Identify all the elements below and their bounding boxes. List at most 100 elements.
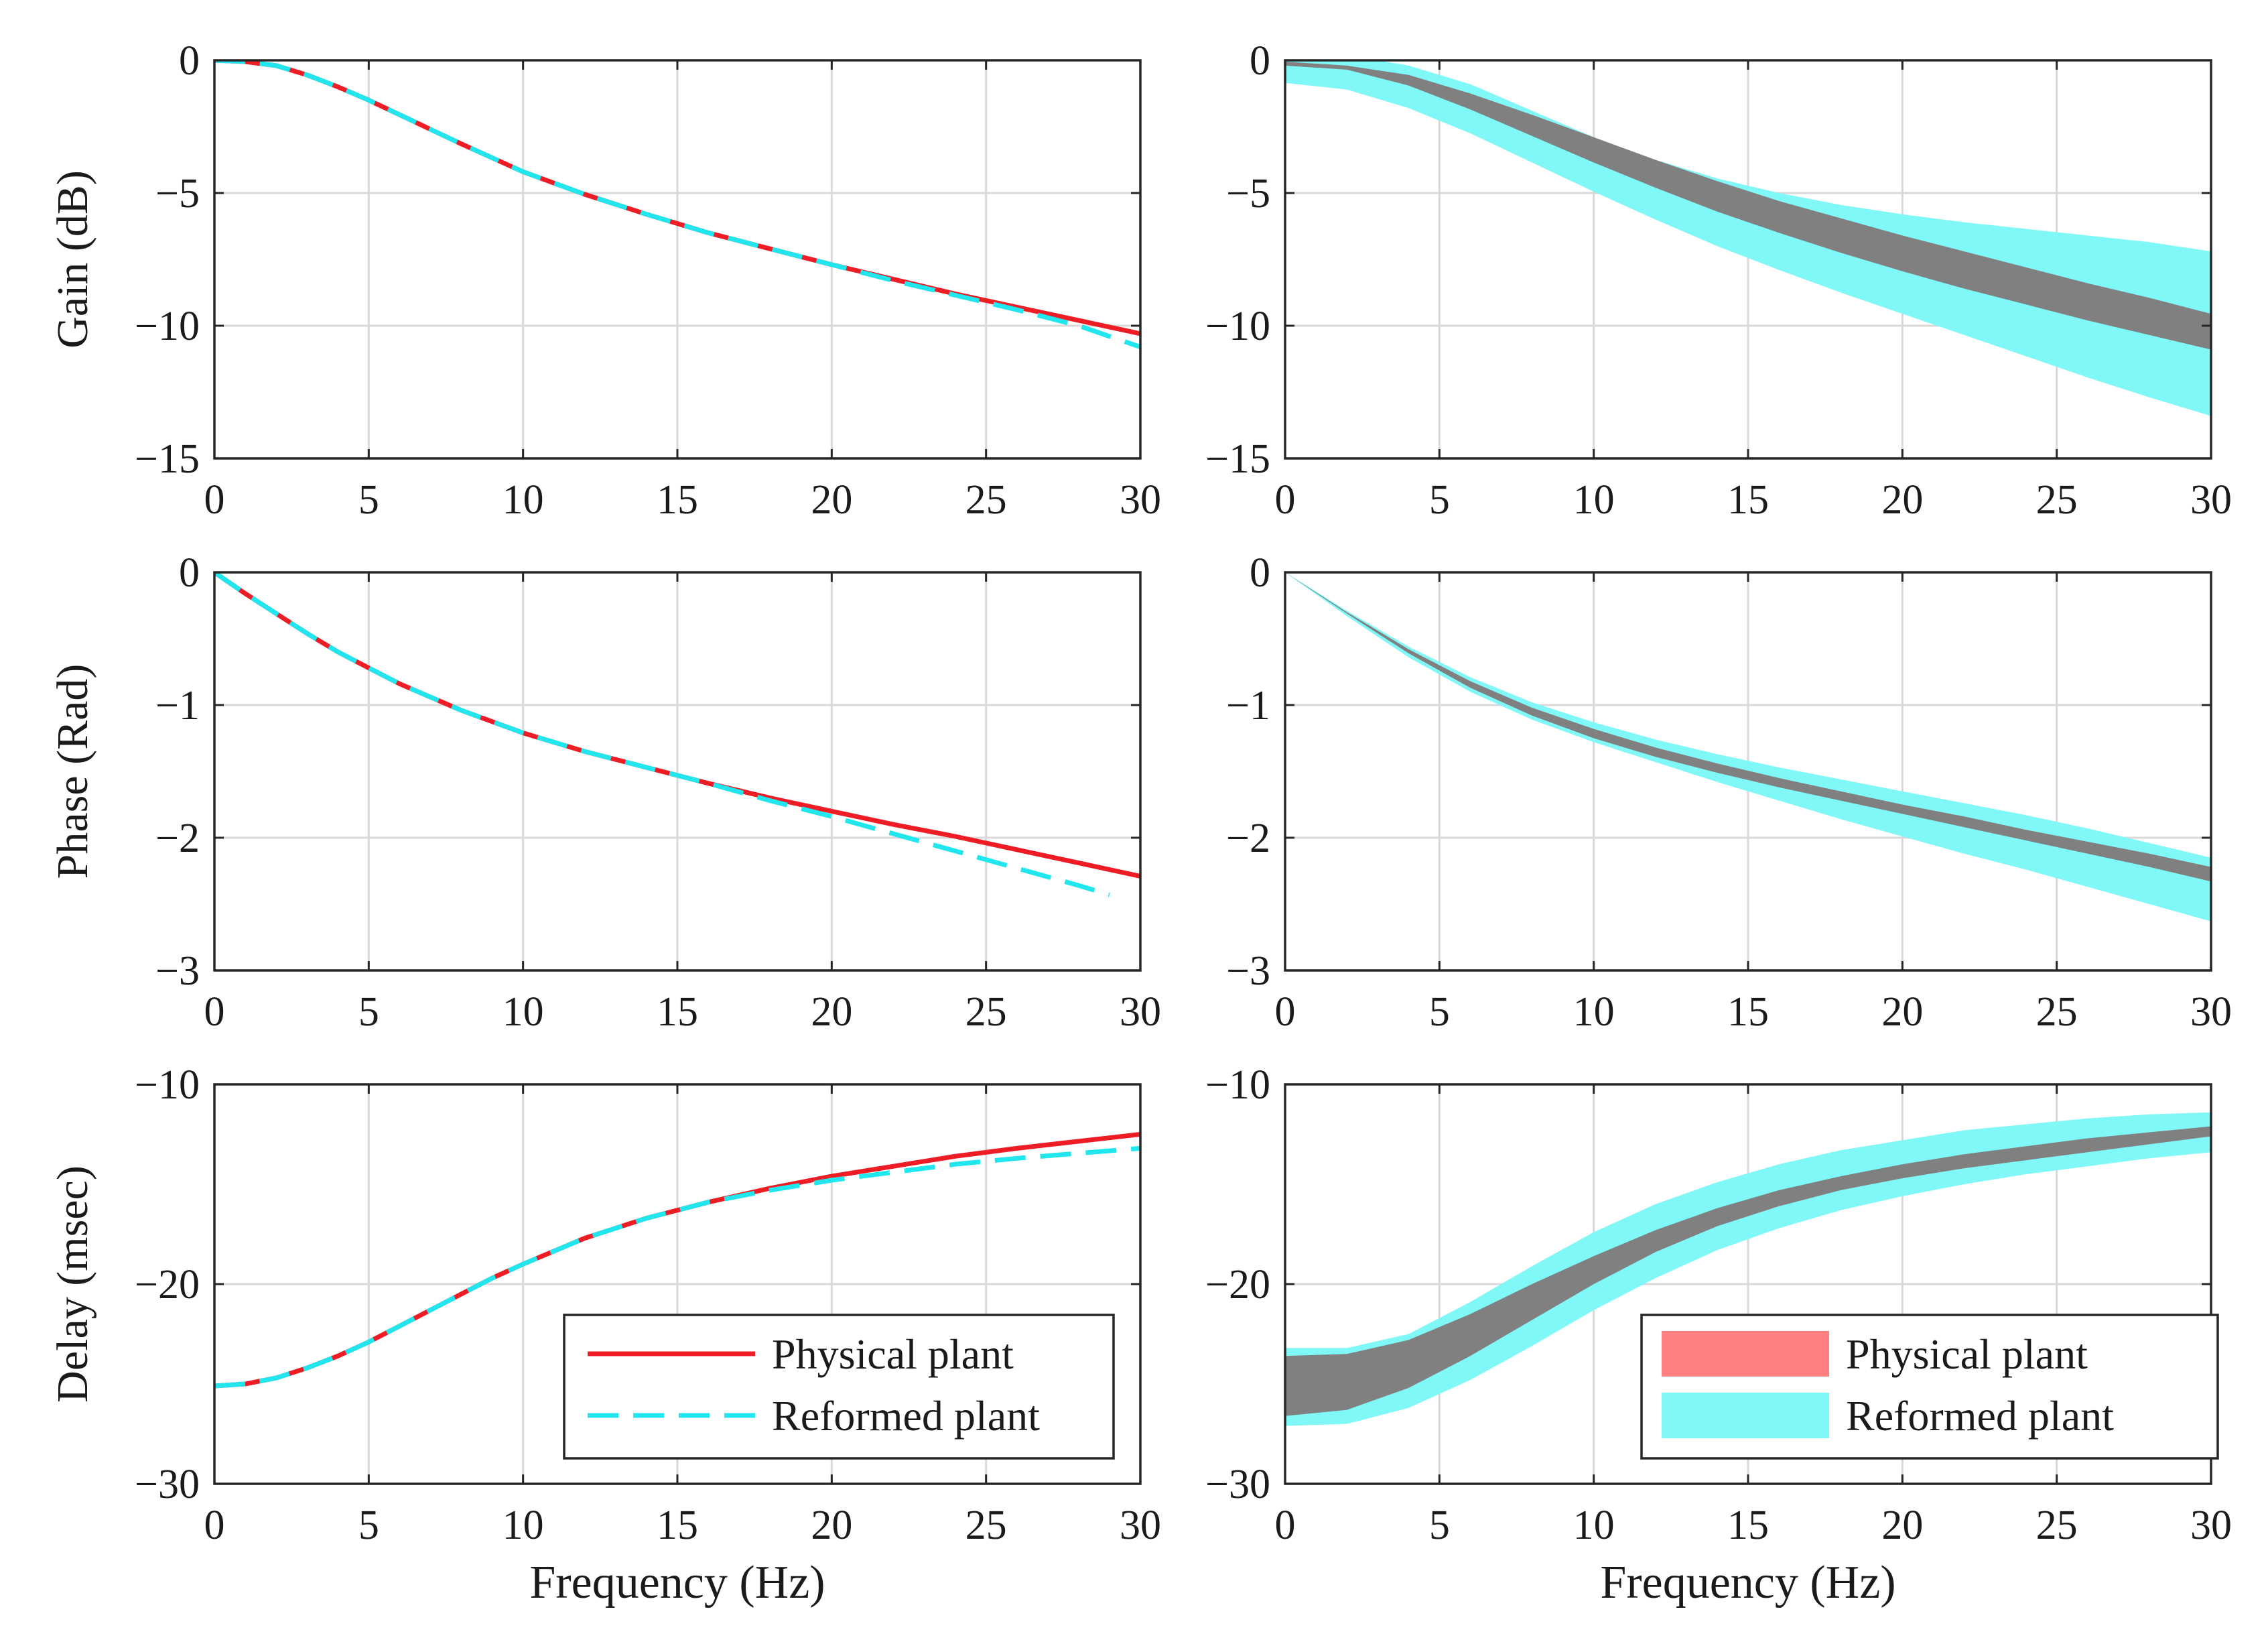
y-tick-label: 0 — [1250, 38, 1270, 84]
x-tick-label: 25 — [965, 989, 1007, 1035]
data-layer — [1285, 60, 2211, 416]
chart-phase-band: 0 5 10 15 20 25 30 0 −1 −2 −3 — [1226, 550, 2232, 1035]
legend-swatch-physical-plant — [1662, 1331, 1829, 1377]
chart-gain-line: 0 5 10 15 20 25 30 0 −5 −10 −15 Gain (dB) — [48, 38, 1161, 523]
legend-swatch-reformed-plant — [1662, 1393, 1829, 1438]
band-physical-plant — [1285, 1126, 2211, 1416]
data-layer — [1285, 1112, 2211, 1426]
legend-label: Physical plant — [1846, 1330, 2088, 1378]
x-tick-label: 5 — [1429, 477, 1450, 523]
y-tick-label: −15 — [1205, 436, 1270, 482]
data-layer — [214, 1132, 1140, 1389]
x-tick-label: 0 — [1275, 1503, 1296, 1548]
y-tick-label: −3 — [1226, 948, 1270, 994]
y-tick-label: −5 — [155, 171, 200, 216]
legend: Physical plant Reformed plant — [1640, 1314, 2219, 1460]
x-tick-label: 25 — [2036, 1503, 2078, 1548]
x-tick-label: 20 — [811, 1503, 852, 1548]
data-layer — [1285, 572, 2211, 922]
y-axis-label: Delay (msec) — [48, 1165, 97, 1403]
x-tick-label: 30 — [2190, 989, 2232, 1035]
series-line-reformed-plant — [214, 60, 1140, 350]
y-axis-label: Phase (Rad) — [48, 664, 97, 879]
x-tick-label: 25 — [2036, 989, 2078, 1035]
legend-label: Reformed plant — [1846, 1392, 2114, 1440]
legend: Physical plant Reformed plant — [563, 1314, 1115, 1460]
series-line-reformed-plant — [214, 572, 1110, 897]
x-tick-label: 30 — [2190, 1503, 2232, 1548]
x-tick-label: 0 — [1275, 477, 1296, 523]
band-reformed-plant — [1285, 572, 2211, 922]
x-tick-label: 15 — [657, 989, 698, 1035]
x-tick-label: 20 — [1881, 1503, 1923, 1548]
x-tick-label: 5 — [1429, 1503, 1450, 1548]
y-tick-label: −5 — [1226, 171, 1270, 216]
x-tick-label: 15 — [1727, 477, 1769, 523]
legend-label: Physical plant — [772, 1330, 1014, 1378]
legend-label: Reformed plant — [772, 1392, 1040, 1440]
legend-box — [563, 1314, 1115, 1460]
chart-phase-line: 0 5 10 15 20 25 30 0 −1 −2 −3 Phase (Rad) — [48, 550, 1161, 1035]
x-tick-label: 20 — [811, 477, 852, 523]
x-tick-label: 10 — [503, 477, 544, 523]
chart-gain-band: 0 5 10 15 20 25 30 0 −5 −10 −15 — [1205, 38, 2232, 523]
y-tick-label: −30 — [1205, 1462, 1270, 1507]
y-tick-label: −15 — [135, 436, 200, 482]
x-tick-label: 10 — [1573, 477, 1615, 523]
band-physical-plant — [1285, 62, 2211, 350]
x-tick-label: 10 — [503, 1503, 544, 1548]
x-tick-label: 15 — [1727, 989, 1769, 1035]
y-tick-label: −3 — [155, 948, 200, 994]
x-axis-label: Frequency (Hz) — [1600, 1557, 1895, 1608]
x-tick-label: 25 — [965, 1503, 1007, 1548]
y-tick-label: −10 — [1205, 304, 1270, 349]
y-tick-label: −10 — [1205, 1062, 1270, 1108]
x-tick-label: 10 — [1573, 989, 1615, 1035]
y-tick-label: −2 — [155, 816, 200, 861]
x-tick-label: 0 — [204, 1503, 225, 1548]
y-tick-label: −20 — [135, 1262, 200, 1308]
band-reformed-plant — [1285, 60, 2211, 416]
x-tick-label: 25 — [2036, 477, 2078, 523]
y-tick-label: −1 — [1226, 683, 1270, 728]
y-tick-label: 0 — [1250, 550, 1270, 596]
x-tick-label: 30 — [2190, 477, 2232, 523]
y-axis-label: Gain (dB) — [48, 170, 97, 348]
y-tick-label: −20 — [1205, 1262, 1270, 1308]
x-axis-label: Frequency (Hz) — [529, 1557, 825, 1608]
series-line-reformed-plant — [214, 1145, 1140, 1389]
x-tick-label: 0 — [1275, 989, 1296, 1035]
band-reformed-plant — [1285, 1112, 2211, 1426]
y-tick-label: 0 — [179, 550, 200, 596]
x-tick-label: 10 — [1573, 1503, 1615, 1548]
y-tick-label: −10 — [135, 1062, 200, 1108]
x-tick-label: 5 — [358, 1503, 379, 1548]
x-tick-label: 30 — [1120, 989, 1161, 1035]
y-tick-label: 0 — [179, 38, 200, 84]
band-physical-plant — [1285, 572, 2211, 882]
x-tick-label: 0 — [204, 477, 225, 523]
y-tick-label: −10 — [135, 304, 200, 349]
data-layer — [214, 60, 1140, 350]
y-tick-label: −30 — [135, 1462, 200, 1507]
x-tick-label: 5 — [1429, 989, 1450, 1035]
chart-delay-band: 0 5 10 15 20 25 30 −10 −20 −30 Frequency (Hz) Physi… — [1205, 1062, 2232, 1608]
y-tick-label: −1 — [155, 683, 200, 728]
y-tick-label: −2 — [1226, 816, 1270, 861]
chart-delay-line: 0 5 10 15 20 25 30 −10 −20 −30 Delay (msec) Frequen… — [48, 1062, 1161, 1608]
x-tick-label: 30 — [1120, 1503, 1161, 1548]
x-tick-label: 15 — [657, 477, 698, 523]
x-tick-label: 0 — [204, 989, 225, 1035]
x-tick-label: 10 — [503, 989, 544, 1035]
x-tick-label: 30 — [1120, 477, 1161, 523]
x-tick-label: 5 — [358, 477, 379, 523]
x-tick-label: 20 — [1881, 477, 1923, 523]
x-tick-label: 15 — [657, 1503, 698, 1548]
data-layer — [214, 572, 1140, 897]
x-tick-label: 15 — [1727, 1503, 1769, 1548]
x-tick-label: 20 — [811, 989, 852, 1035]
x-tick-label: 20 — [1881, 989, 1923, 1035]
